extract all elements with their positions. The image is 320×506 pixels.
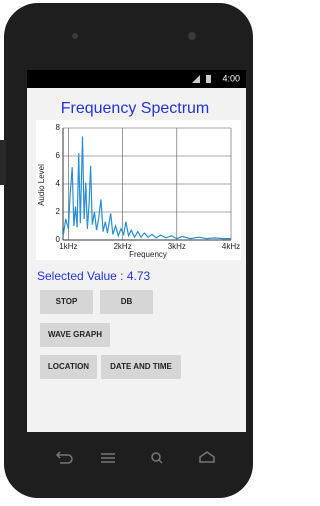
selected-value: Selected Value : 4.73 bbox=[37, 269, 151, 283]
sensor bbox=[72, 33, 78, 39]
y-tick-label: 6 bbox=[56, 151, 61, 160]
x-axis-label: Frequency bbox=[129, 250, 167, 259]
button-label[interactable]: WAVE GRAPH bbox=[48, 330, 102, 339]
page: 4:00 Frequency Spectrum Audio Level Freq… bbox=[0, 0, 257, 501]
y-tick-label: 2 bbox=[56, 207, 61, 216]
x-tick-label: 2kHz bbox=[113, 242, 131, 251]
button-label[interactable]: DB bbox=[121, 297, 133, 306]
x-tick-label: 4kHz bbox=[222, 242, 240, 251]
button-label[interactable]: DATE AND TIME bbox=[110, 362, 172, 371]
y-axis-label: Audio Level bbox=[37, 164, 46, 206]
button-label[interactable]: STOP bbox=[56, 297, 78, 306]
side-button bbox=[0, 140, 6, 185]
x-tick-label: 1kHz bbox=[59, 242, 77, 251]
phone-screen: 4:00 Frequency Spectrum Audio Level Freq… bbox=[0, 0, 257, 501]
x-tick-label: 3kHz bbox=[168, 242, 186, 251]
y-tick-label: 8 bbox=[56, 123, 61, 132]
battery-icon bbox=[206, 75, 211, 83]
chart-title: Frequency Spectrum bbox=[61, 100, 210, 117]
y-tick-label: 4 bbox=[56, 179, 61, 188]
camera bbox=[188, 32, 196, 40]
status-time: 4:00 bbox=[222, 73, 240, 83]
button-label[interactable]: LOCATION bbox=[48, 362, 89, 371]
chart-panel bbox=[36, 120, 241, 260]
status-bar bbox=[27, 70, 246, 88]
